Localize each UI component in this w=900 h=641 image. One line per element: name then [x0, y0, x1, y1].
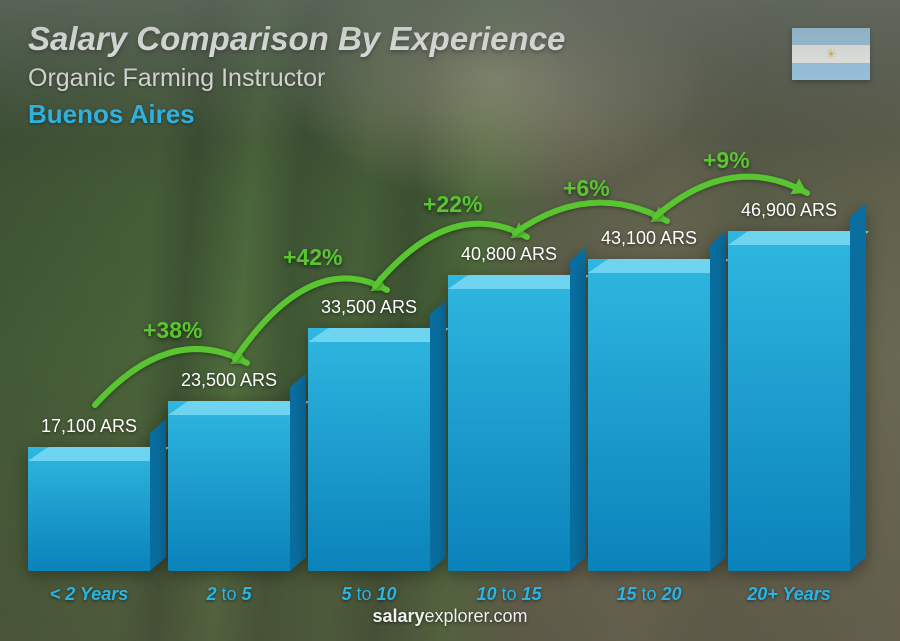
flag-stripe-top — [792, 28, 870, 45]
bar-side-face — [430, 300, 446, 571]
bar-front-face — [308, 328, 430, 571]
bar-front-face — [168, 401, 290, 571]
cat-pre: < 2 — [50, 584, 76, 604]
chart-column: 43,100 ARS15 to 20 — [588, 228, 710, 571]
increase-pct-label: +6% — [563, 175, 610, 202]
cat-post: 5 — [242, 584, 252, 604]
job-title: Organic Farming Instructor — [28, 64, 872, 93]
cat-mid: to — [216, 584, 241, 604]
cat-mid: to — [496, 584, 521, 604]
bar-value-label: 23,500 ARS — [181, 370, 277, 391]
footer-brand: salaryexplorer.com — [0, 606, 900, 627]
bar-value-label: 17,100 ARS — [41, 416, 137, 437]
bar-side-face — [850, 203, 866, 571]
infographic-canvas: Salary Comparison By Experience Organic … — [0, 0, 900, 641]
bar — [168, 401, 290, 571]
flag-stripe-mid: ☀ — [792, 45, 870, 62]
bar — [308, 328, 430, 571]
header: Salary Comparison By Experience Organic … — [28, 20, 872, 130]
cat-post: 15 — [522, 584, 542, 604]
bar — [448, 275, 570, 571]
brand-suffix: .com — [489, 606, 528, 626]
country-flag-argentina: ☀ — [792, 28, 870, 80]
bar-chart: 17,100 ARS< 2 Years23,500 ARS2 to 533,50… — [28, 188, 850, 571]
flag-sun-icon: ☀ — [825, 47, 837, 60]
chart-column: 23,500 ARS2 to 5 — [168, 370, 290, 571]
cat-pre: 5 — [341, 584, 351, 604]
category-label: 2 to 5 — [206, 584, 251, 605]
page-title: Salary Comparison By Experience — [28, 20, 872, 58]
cat-pre: 10 — [476, 584, 496, 604]
bar-top-face — [308, 328, 450, 342]
bar-top-face — [168, 401, 310, 415]
cat-mid: to — [351, 584, 376, 604]
bar — [588, 259, 710, 571]
chart-column: 40,800 ARS10 to 15 — [448, 244, 570, 571]
increase-pct-label: +42% — [283, 244, 342, 271]
bar-top-face — [448, 275, 590, 289]
bar-value-label: 33,500 ARS — [321, 297, 417, 318]
cat-post: Years — [782, 584, 830, 604]
category-label: < 2 Years — [50, 584, 129, 605]
brand-thin: explorer — [425, 606, 489, 626]
bar-value-label: 43,100 ARS — [601, 228, 697, 249]
increase-pct-label: +38% — [143, 317, 202, 344]
bar-front-face — [728, 231, 850, 571]
cat-post: Years — [80, 584, 128, 604]
bar-front-face — [448, 275, 570, 571]
cat-pre: 20+ — [747, 584, 778, 604]
location-label: Buenos Aires — [28, 99, 872, 130]
chart-column: 33,500 ARS5 to 10 — [308, 297, 430, 571]
bar-side-face — [150, 419, 166, 571]
bar — [28, 447, 150, 571]
bar-side-face — [710, 231, 726, 571]
bar — [728, 231, 850, 571]
chart-column: 46,900 ARS20+ Years — [728, 200, 850, 571]
category-label: 10 to 15 — [476, 584, 541, 605]
chart-column: 17,100 ARS< 2 Years — [28, 416, 150, 571]
bar-side-face — [290, 373, 306, 571]
bar-side-face — [570, 247, 586, 571]
cat-post: 20 — [662, 584, 682, 604]
flag-stripe-bottom — [792, 63, 870, 80]
cat-pre: 15 — [616, 584, 636, 604]
bar-top-face — [728, 231, 870, 245]
increase-pct-label: +9% — [703, 147, 750, 174]
cat-pre: 2 — [206, 584, 216, 604]
bar-top-face — [28, 447, 170, 461]
bar-front-face — [28, 447, 150, 571]
bar-top-face — [588, 259, 730, 273]
brand-bold: salary — [372, 606, 424, 626]
bar-value-label: 40,800 ARS — [461, 244, 557, 265]
bar-value-label: 46,900 ARS — [741, 200, 837, 221]
bar-front-face — [588, 259, 710, 571]
category-label: 20+ Years — [747, 584, 831, 605]
category-label: 15 to 20 — [616, 584, 681, 605]
category-label: 5 to 10 — [341, 584, 396, 605]
cat-post: 10 — [377, 584, 397, 604]
increase-pct-label: +22% — [423, 191, 482, 218]
cat-mid: to — [636, 584, 661, 604]
